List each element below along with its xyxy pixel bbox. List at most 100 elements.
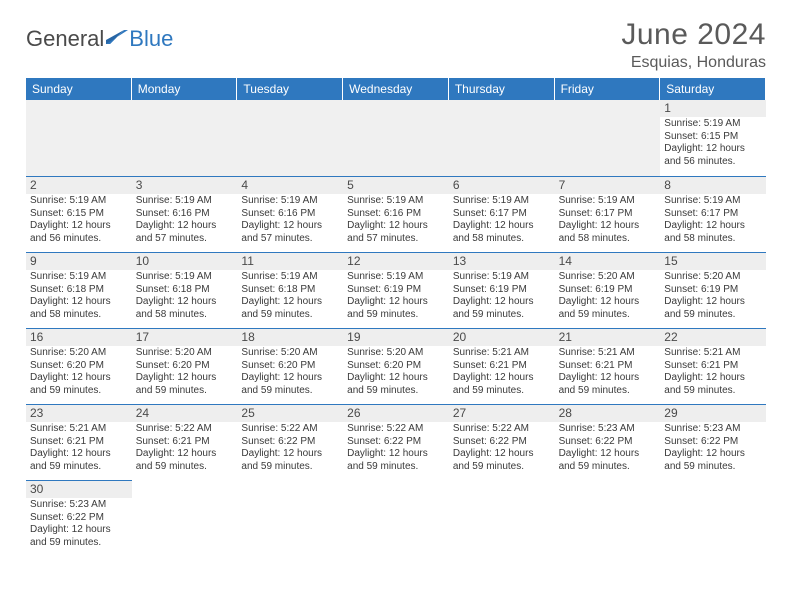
calendar-cell: 3Sunrise: 5:19 AMSunset: 6:16 PMDaylight… [132, 176, 238, 252]
calendar-cell: 15Sunrise: 5:20 AMSunset: 6:19 PMDayligh… [660, 252, 766, 328]
day-sunrise: Sunrise: 5:22 AM [347, 423, 445, 436]
day-daylight2: and 56 minutes. [30, 233, 128, 246]
day-sunset: Sunset: 6:18 PM [241, 284, 339, 297]
day-sunrise: Sunrise: 5:19 AM [136, 271, 234, 284]
day-daylight1: Daylight: 12 hours [664, 296, 762, 309]
day-number: 16 [26, 329, 132, 346]
page-title: June 2024 [621, 18, 766, 52]
day-daylight2: and 59 minutes. [453, 461, 551, 474]
calendar-cell-empty [132, 100, 238, 176]
day-daylight1: Daylight: 12 hours [136, 372, 234, 385]
day-daylight2: and 58 minutes. [136, 309, 234, 322]
day-daylight1: Daylight: 12 hours [30, 448, 128, 461]
day-number: 28 [555, 405, 661, 422]
day-daylight1: Daylight: 12 hours [136, 220, 234, 233]
day-daylight2: and 59 minutes. [241, 461, 339, 474]
day-sunset: Sunset: 6:20 PM [136, 360, 234, 373]
day-sunset: Sunset: 6:20 PM [30, 360, 128, 373]
day-daylight2: and 58 minutes. [30, 309, 128, 322]
day-daylight1: Daylight: 12 hours [347, 448, 445, 461]
day-sunset: Sunset: 6:20 PM [241, 360, 339, 373]
day-daylight1: Daylight: 12 hours [241, 296, 339, 309]
calendar-cell-empty [555, 100, 661, 176]
day-sunset: Sunset: 6:15 PM [30, 208, 128, 221]
day-daylight2: and 58 minutes. [664, 233, 762, 246]
day-sunrise: Sunrise: 5:20 AM [559, 271, 657, 284]
day-daylight2: and 59 minutes. [453, 309, 551, 322]
brand-logo: General Blue [26, 26, 173, 52]
day-daylight2: and 59 minutes. [30, 461, 128, 474]
day-number: 14 [555, 253, 661, 270]
day-daylight1: Daylight: 12 hours [664, 372, 762, 385]
day-number: 15 [660, 253, 766, 270]
day-sunset: Sunset: 6:22 PM [30, 512, 128, 525]
calendar-cell: 18Sunrise: 5:20 AMSunset: 6:20 PMDayligh… [237, 328, 343, 404]
calendar-cell: 11Sunrise: 5:19 AMSunset: 6:18 PMDayligh… [237, 252, 343, 328]
day-sunrise: Sunrise: 5:21 AM [30, 423, 128, 436]
day-daylight1: Daylight: 12 hours [559, 372, 657, 385]
day-number: 30 [26, 481, 132, 498]
calendar-cell: 19Sunrise: 5:20 AMSunset: 6:20 PMDayligh… [343, 328, 449, 404]
day-daylight2: and 57 minutes. [347, 233, 445, 246]
day-daylight1: Daylight: 12 hours [30, 220, 128, 233]
day-sunset: Sunset: 6:21 PM [30, 436, 128, 449]
calendar-cell-empty [449, 480, 555, 556]
day-number: 21 [555, 329, 661, 346]
day-sunset: Sunset: 6:21 PM [136, 436, 234, 449]
day-number: 11 [237, 253, 343, 270]
calendar-cell: 9Sunrise: 5:19 AMSunset: 6:18 PMDaylight… [26, 252, 132, 328]
brand-blue: Blue [129, 26, 173, 52]
day-sunrise: Sunrise: 5:22 AM [453, 423, 551, 436]
weekday-header: Thursday [449, 78, 555, 100]
calendar-cell: 16Sunrise: 5:20 AMSunset: 6:20 PMDayligh… [26, 328, 132, 404]
calendar-cell: 6Sunrise: 5:19 AMSunset: 6:17 PMDaylight… [449, 176, 555, 252]
day-sunrise: Sunrise: 5:20 AM [136, 347, 234, 360]
day-daylight1: Daylight: 12 hours [347, 372, 445, 385]
calendar-cell-empty [343, 480, 449, 556]
day-daylight2: and 57 minutes. [136, 233, 234, 246]
day-number: 10 [132, 253, 238, 270]
day-sunrise: Sunrise: 5:21 AM [664, 347, 762, 360]
day-daylight1: Daylight: 12 hours [30, 296, 128, 309]
day-sunrise: Sunrise: 5:19 AM [453, 195, 551, 208]
day-sunrise: Sunrise: 5:22 AM [241, 423, 339, 436]
day-sunrise: Sunrise: 5:22 AM [136, 423, 234, 436]
day-sunrise: Sunrise: 5:19 AM [241, 271, 339, 284]
weekday-header: Saturday [660, 78, 766, 100]
day-number: 19 [343, 329, 449, 346]
weekday-header: Tuesday [237, 78, 343, 100]
day-daylight2: and 59 minutes. [347, 385, 445, 398]
calendar-cell: 22Sunrise: 5:21 AMSunset: 6:21 PMDayligh… [660, 328, 766, 404]
day-sunset: Sunset: 6:19 PM [453, 284, 551, 297]
day-sunset: Sunset: 6:17 PM [453, 208, 551, 221]
day-sunset: Sunset: 6:21 PM [559, 360, 657, 373]
day-sunset: Sunset: 6:16 PM [347, 208, 445, 221]
day-number: 6 [449, 177, 555, 194]
day-daylight2: and 59 minutes. [241, 309, 339, 322]
location-text: Esquias, Honduras [621, 54, 766, 72]
day-daylight2: and 59 minutes. [664, 461, 762, 474]
day-daylight2: and 59 minutes. [136, 461, 234, 474]
day-daylight2: and 58 minutes. [453, 233, 551, 246]
day-daylight2: and 56 minutes. [664, 156, 762, 169]
calendar-cell-empty [449, 100, 555, 176]
day-daylight2: and 59 minutes. [241, 385, 339, 398]
day-daylight1: Daylight: 12 hours [664, 143, 762, 156]
day-number: 3 [132, 177, 238, 194]
day-daylight1: Daylight: 12 hours [453, 296, 551, 309]
calendar-cell: 13Sunrise: 5:19 AMSunset: 6:19 PMDayligh… [449, 252, 555, 328]
day-sunrise: Sunrise: 5:21 AM [559, 347, 657, 360]
day-sunset: Sunset: 6:18 PM [30, 284, 128, 297]
day-daylight2: and 57 minutes. [241, 233, 339, 246]
day-sunrise: Sunrise: 5:21 AM [453, 347, 551, 360]
calendar-cell-empty [132, 480, 238, 556]
day-daylight2: and 59 minutes. [136, 385, 234, 398]
day-sunset: Sunset: 6:19 PM [347, 284, 445, 297]
day-number: 4 [237, 177, 343, 194]
calendar-cell: 14Sunrise: 5:20 AMSunset: 6:19 PMDayligh… [555, 252, 661, 328]
day-sunrise: Sunrise: 5:23 AM [559, 423, 657, 436]
weekday-header: Monday [132, 78, 238, 100]
weekday-header: Wednesday [343, 78, 449, 100]
day-daylight1: Daylight: 12 hours [347, 220, 445, 233]
day-sunrise: Sunrise: 5:19 AM [347, 271, 445, 284]
